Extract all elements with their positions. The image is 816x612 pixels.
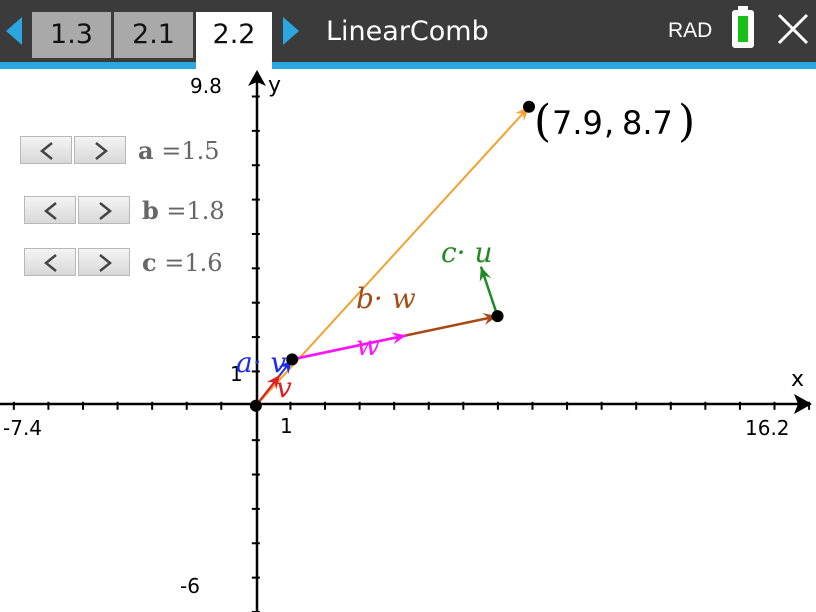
w-vector[interactable] [291, 334, 407, 361]
w-vector-arrowhead-icon [391, 332, 407, 345]
slider-b-value: =1.8 [166, 197, 225, 225]
slider-b-increase-button[interactable] [78, 196, 130, 224]
slider-a-name: a [138, 136, 154, 165]
angle-mode-indicator: RAD [668, 19, 713, 42]
battery-cap [738, 6, 748, 11]
x-tick-label-one: 1 [280, 414, 293, 438]
y-max-label: 9.8 [190, 74, 222, 98]
a-v-label: a· v [236, 346, 286, 379]
w-label: w [356, 329, 380, 362]
a-v-endpoint[interactable] [286, 353, 299, 366]
slider-b-decrease-button[interactable] [24, 196, 76, 224]
slider-c-increase-button[interactable] [78, 248, 130, 276]
result-point[interactable] [523, 100, 536, 113]
result-separator: , [604, 104, 614, 142]
b-w-label: b· w [356, 282, 416, 315]
tab-page-1[interactable]: 1.3 [32, 12, 111, 58]
chevron-right-icon [99, 202, 113, 220]
result-coordinates: ( 7.9 , 8.7 ) [534, 96, 695, 147]
chevron-right-icon [95, 142, 109, 160]
origin-point[interactable] [249, 399, 262, 412]
battery-level [738, 16, 748, 42]
result-vector[interactable] [255, 106, 530, 407]
slider-a-label: a =1.5 [138, 136, 219, 166]
vectors [249, 100, 536, 412]
y-ticks [251, 95, 260, 612]
c-u-vector-arrowhead-icon [479, 266, 492, 282]
vector-labels: a· v v w b· w c· u [236, 236, 493, 404]
chevron-left-icon [39, 142, 53, 160]
slider-b-name: b [142, 196, 159, 225]
tab-label: 2.1 [132, 19, 175, 50]
title-bar-accent [0, 62, 816, 69]
b-w-endpoint[interactable] [491, 310, 504, 323]
result-y-value: 8.7 [622, 104, 673, 142]
slider-c-value: =1.6 [164, 249, 223, 277]
v-label: v [276, 371, 292, 404]
tab-label: 1.3 [50, 19, 93, 50]
tab-page-3-active[interactable]: 2.2 [196, 12, 272, 69]
x-min-label: -7.4 [3, 416, 42, 440]
slider-c-name: c [142, 248, 157, 277]
v-vector-arrowhead-icon [266, 374, 281, 390]
tab-page-2[interactable]: 2.1 [114, 12, 193, 58]
c-u-label: c· u [441, 236, 493, 269]
battery-icon [732, 10, 754, 48]
slider-b-label: b =1.8 [142, 196, 225, 226]
y-min-label: -6 [180, 574, 200, 598]
result-x-value: 7.9 [552, 104, 603, 142]
chevron-left-icon [43, 254, 57, 272]
next-page-arrow-icon[interactable] [283, 17, 299, 45]
slider-a-value: =1.5 [161, 137, 220, 165]
x-axis-label: x [791, 367, 804, 392]
result-close-paren: ) [678, 96, 695, 147]
y-tick-label-one: 1 [230, 362, 243, 386]
chevron-left-icon [43, 202, 57, 220]
slider-c-decrease-button[interactable] [24, 248, 76, 276]
x-max-label: 16.2 [745, 416, 790, 440]
axes: x y -7.4 16.2 9.8 -6 1 1 [0, 70, 812, 612]
y-axis-arrowhead-icon [248, 70, 266, 86]
x-ticks [12, 401, 811, 410]
slider-a-increase-button[interactable] [74, 136, 126, 164]
chevron-right-icon [99, 254, 113, 272]
previous-page-arrow-icon[interactable] [6, 17, 22, 45]
slider-a-decrease-button[interactable] [20, 136, 72, 164]
x-axis-arrowhead-icon [794, 394, 812, 414]
close-icon[interactable] [776, 12, 810, 46]
graph-area[interactable]: x y -7.4 16.2 9.8 -6 1 1 a· v v w b· w c… [0, 69, 816, 612]
tab-label: 2.2 [212, 19, 256, 50]
result-open-paren: ( [534, 96, 551, 147]
y-axis-label: y [268, 73, 281, 98]
document-title: LinearComb [326, 16, 489, 47]
slider-c-label: c =1.6 [142, 248, 223, 278]
